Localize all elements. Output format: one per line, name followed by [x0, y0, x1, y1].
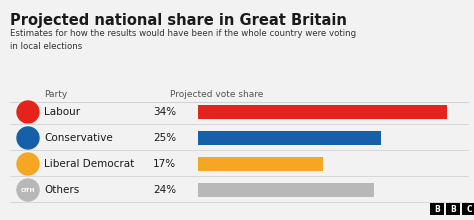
Text: Projected national share in Great Britain: Projected national share in Great Britai…: [10, 13, 347, 28]
Text: Others: Others: [44, 185, 79, 195]
Bar: [198, 105, 447, 119]
Text: Liberal Democrat: Liberal Democrat: [44, 159, 134, 169]
Text: Conservative: Conservative: [44, 133, 113, 143]
Text: Party: Party: [44, 90, 67, 99]
Bar: [446, 203, 460, 215]
Text: Projected vote share: Projected vote share: [170, 90, 264, 99]
Text: C: C: [466, 205, 472, 213]
Bar: [462, 203, 474, 215]
Text: B: B: [450, 205, 456, 213]
Circle shape: [17, 101, 39, 123]
Bar: [198, 157, 323, 171]
Bar: [430, 203, 444, 215]
Text: 24%: 24%: [153, 185, 176, 195]
Text: Estimates for how the results would have been if the whole country were voting
i: Estimates for how the results would have…: [10, 29, 356, 51]
Text: 34%: 34%: [153, 107, 176, 117]
Bar: [198, 183, 374, 197]
Text: 25%: 25%: [153, 133, 176, 143]
Text: OTH: OTH: [21, 187, 35, 192]
Text: Labour: Labour: [44, 107, 80, 117]
Circle shape: [17, 179, 39, 201]
Text: B: B: [434, 205, 440, 213]
Bar: [198, 131, 382, 145]
Circle shape: [17, 153, 39, 175]
Text: 17%: 17%: [153, 159, 176, 169]
Circle shape: [17, 127, 39, 149]
